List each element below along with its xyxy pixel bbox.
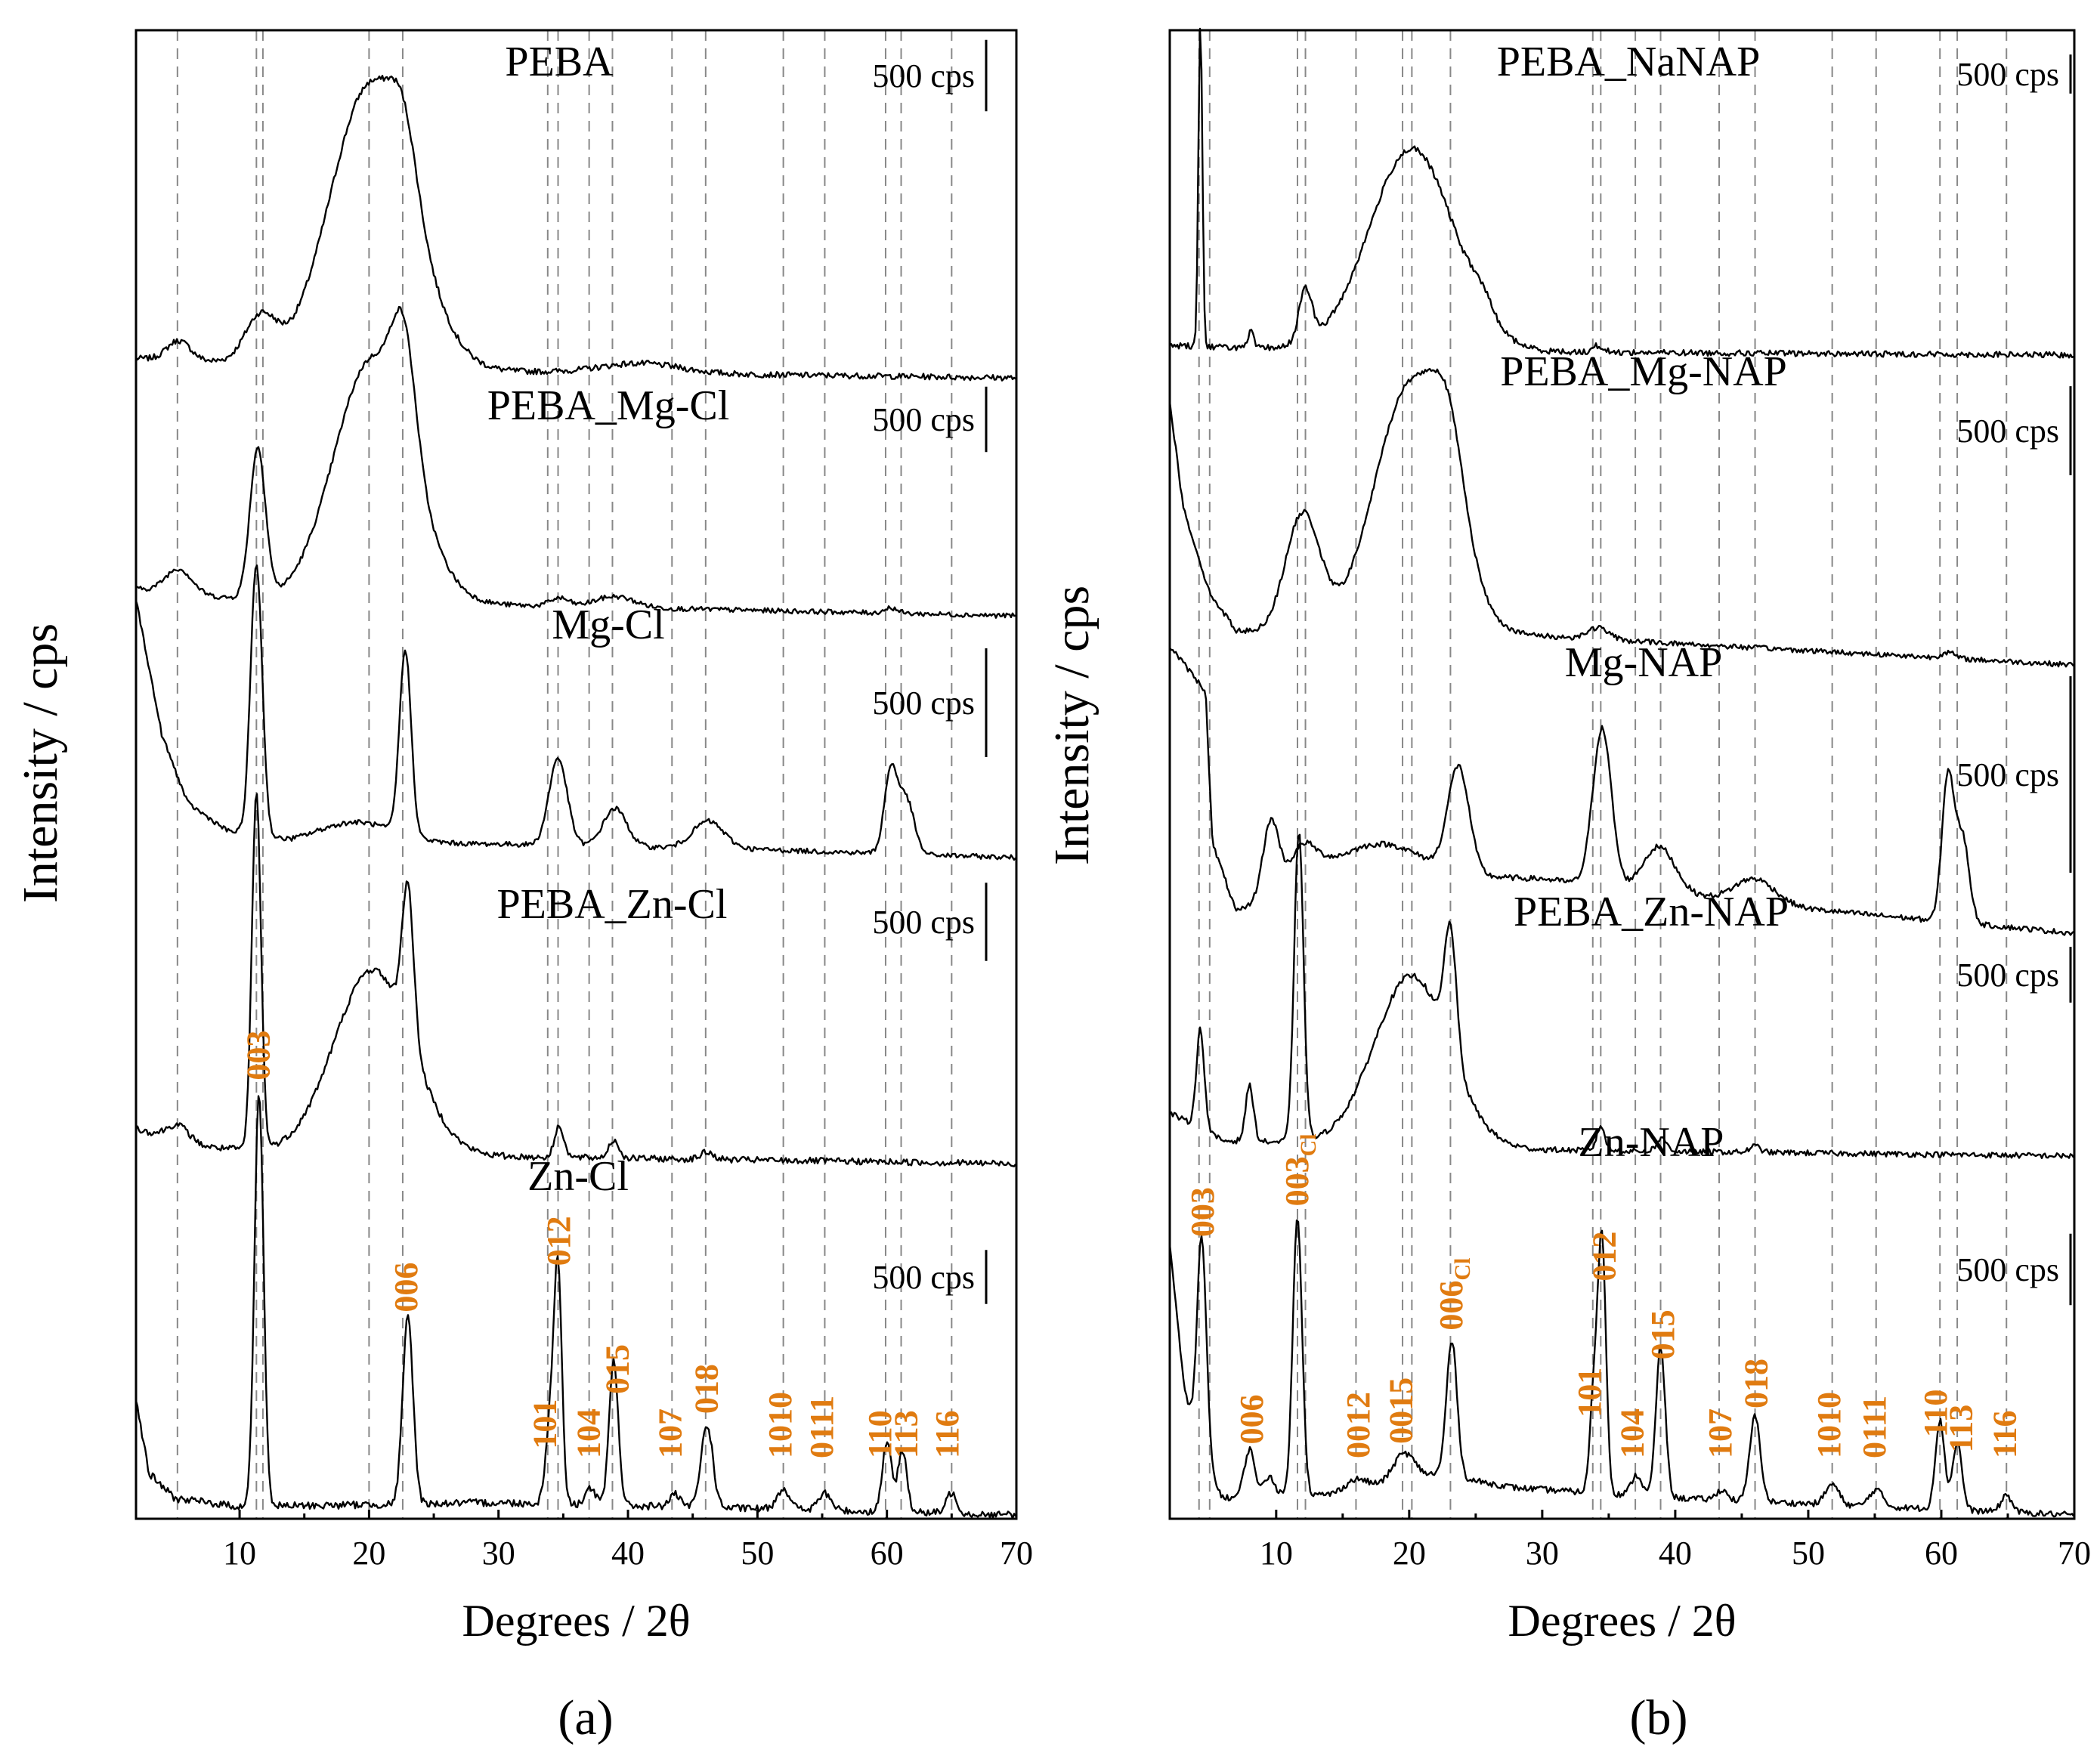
- hkl-label: 003: [1184, 1187, 1221, 1237]
- scale-label: 500 cps: [872, 904, 975, 941]
- hkl-label: 101: [526, 1399, 563, 1449]
- hkl-label: 0012: [1340, 1392, 1377, 1458]
- hkl-label: 015: [598, 1344, 636, 1394]
- scale-label: 500 cps: [872, 1259, 975, 1296]
- series-name: PEBA_Mg-NAP: [1500, 348, 1787, 395]
- hkl-label: 006: [1233, 1395, 1270, 1445]
- series-name: Zn-NAP: [1579, 1119, 1724, 1166]
- reference-lines: [1198, 30, 2008, 1519]
- hkl-label: 018: [1737, 1359, 1774, 1408]
- trace-peba-mg-cl: [135, 305, 1016, 619]
- x-tick-label: 50: [741, 1535, 774, 1572]
- scale-label: 500 cps: [1956, 756, 2059, 793]
- panel-a: 10 20 30 40 50 60 70 Degrees / 2θ Intensity / cp…: [13, 29, 1033, 1745]
- trace-zn-nap: [1168, 1219, 2074, 1518]
- hkl-label: 0111: [803, 1396, 840, 1458]
- hkl-label: 1010: [1811, 1392, 1848, 1458]
- x-tick-label: 10: [223, 1535, 256, 1572]
- hkl-label: 012: [540, 1216, 577, 1266]
- x-tick-label: 30: [482, 1535, 515, 1572]
- series-name: PEBA: [505, 39, 614, 85]
- x-tick-label: 70: [1000, 1535, 1033, 1572]
- x-tick-label: 60: [871, 1535, 904, 1572]
- plot-frame: [1168, 29, 2076, 1520]
- scale-label: 500 cps: [872, 401, 975, 438]
- y-axis-title: Intensity / cps: [13, 623, 68, 903]
- x-tick-label: 60: [1925, 1535, 1958, 1572]
- x-tick-label: 30: [1526, 1535, 1559, 1572]
- x-tick-label: 40: [1659, 1535, 1692, 1572]
- hkl-label: 0111: [1856, 1396, 1893, 1458]
- series-name: PEBA_Zn-Cl: [497, 881, 728, 928]
- trace-mg-cl: [135, 564, 1016, 861]
- x-axis-title: Degrees / 2θ: [1508, 1596, 1737, 1646]
- series-name: PEBA_NaNAP: [1497, 39, 1760, 85]
- x-axis: 10 20 30 40 50 60 70: [1260, 1510, 2091, 1572]
- series-name: Mg-NAP: [1565, 639, 1722, 686]
- hkl-label: 101: [1571, 1368, 1608, 1418]
- scale-label: 500 cps: [1956, 413, 2059, 450]
- panel-label: (b): [1630, 1690, 1688, 1745]
- trace-mg-nap: [1169, 647, 2074, 936]
- hkl-label: 0015: [1382, 1377, 1419, 1444]
- hkl-label: 104: [1614, 1408, 1651, 1458]
- hkl-subscript: Cl: [1450, 1258, 1475, 1281]
- series-name: PEBA_Zn-NAP: [1514, 889, 1789, 935]
- hkl-label: 113: [1942, 1405, 1979, 1453]
- x-tick-label: 50: [1792, 1535, 1825, 1572]
- scale-label: 500 cps: [872, 57, 975, 94]
- x-axis-title: Degrees / 2θ: [462, 1596, 691, 1646]
- scale-label: 500 cps: [872, 685, 975, 722]
- trace-peba-zn-cl: [135, 793, 1016, 1167]
- scale-label: 500 cps: [1956, 56, 2059, 93]
- panel-b: 10 20 30 40 50 60 70 Degrees / 2θ Intensity / cp…: [1044, 27, 2091, 1745]
- hkl-label: 006Cl: [1433, 1258, 1475, 1331]
- hkl-label: 006: [388, 1263, 425, 1312]
- x-tick-label: 40: [611, 1535, 645, 1572]
- trace-peba-mg-nap: [1168, 368, 2074, 668]
- scale-label: 500 cps: [1956, 1251, 2059, 1288]
- hkl-label: 107: [652, 1408, 689, 1458]
- trace-peba-zn-nap: [1169, 833, 2074, 1159]
- series-name: Zn-Cl: [527, 1153, 629, 1200]
- hkl-label: 116: [929, 1410, 966, 1458]
- hkl-label: 003: [240, 1031, 277, 1081]
- scale-label: 500 cps: [1956, 957, 2059, 994]
- hkl-label: 018: [688, 1364, 725, 1414]
- trace-peba: [135, 75, 1016, 382]
- plot-frame: [135, 29, 1018, 1520]
- hkl-label: 003Cl: [1279, 1133, 1321, 1206]
- series-name: Mg-Cl: [552, 601, 664, 648]
- hkl-subscript: Cl: [1296, 1133, 1321, 1156]
- x-tick-label: 20: [352, 1535, 385, 1572]
- trace-zn-cl: [135, 1095, 1017, 1520]
- panel-label: (a): [558, 1690, 613, 1745]
- trace-peba-nanap: [1169, 27, 2074, 359]
- x-tick-label: 20: [1393, 1535, 1426, 1572]
- hkl-label: 104: [571, 1408, 608, 1458]
- hkl-label: 015: [1644, 1309, 1681, 1359]
- series-name: PEBA_Mg-Cl: [487, 382, 730, 429]
- hkl-label: 113: [887, 1410, 924, 1458]
- hkl-label: 1010: [762, 1392, 799, 1458]
- hkl-label: 012: [1586, 1232, 1623, 1282]
- hkl-label: 107: [1702, 1408, 1739, 1458]
- hkl-label: 110: [861, 1410, 898, 1458]
- y-axis-title: Intensity / cps: [1044, 586, 1099, 865]
- hkl-label: 116: [1986, 1410, 2023, 1458]
- x-tick-label: 70: [2058, 1535, 2091, 1572]
- x-tick-label: 10: [1260, 1535, 1293, 1572]
- hkl-label: 110: [1917, 1390, 1954, 1438]
- x-axis: 10 20 30 40 50 60 70: [223, 1510, 1033, 1572]
